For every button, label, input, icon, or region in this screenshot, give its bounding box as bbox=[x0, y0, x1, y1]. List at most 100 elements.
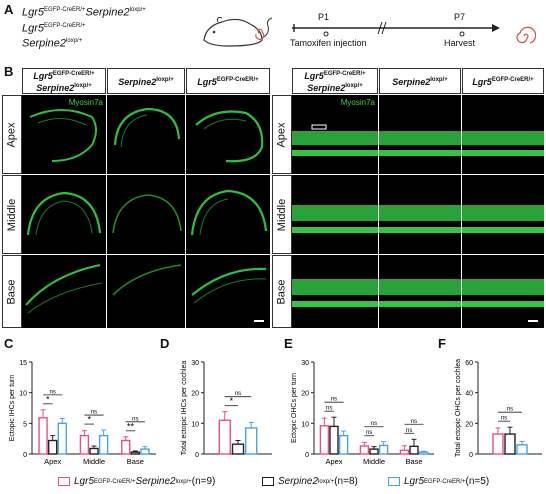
bar bbox=[231, 443, 245, 455]
micrograph-middle-cko bbox=[22, 175, 106, 254]
bar bbox=[57, 422, 67, 455]
genotype-3: Serpine2loxp/+ bbox=[22, 37, 83, 50]
micrograph-base-cko bbox=[22, 255, 106, 328]
bar bbox=[89, 447, 99, 455]
genotype-1: Lgr5EGFP-CreER/+Serpine2loxp/+ bbox=[22, 6, 146, 19]
legend-swatch-blue bbox=[388, 477, 400, 486]
y-tick-label: 10 bbox=[19, 391, 27, 398]
significance-label: ns bbox=[501, 416, 507, 422]
genotype-2: Lgr5EGFP-CreER/+ bbox=[22, 22, 86, 35]
panel-label-a: A bbox=[4, 2, 14, 17]
panel-label-d: D bbox=[160, 336, 170, 351]
y-axis-label: Total ectopic IHCs per cochlea bbox=[181, 361, 188, 456]
significance-label: ns bbox=[91, 410, 97, 416]
micrograph-zoom-apex-lgr5 bbox=[462, 95, 544, 174]
y-tick-label: 30 bbox=[191, 360, 199, 367]
timeline-tamoxifen: Tamoxifen injection bbox=[290, 38, 367, 48]
y-tick-label: 0 bbox=[469, 452, 473, 459]
panel-label-e: E bbox=[284, 336, 293, 351]
panel-label-f: F bbox=[438, 336, 446, 351]
row-label-base-right: Base bbox=[272, 255, 292, 328]
significance-label: ns bbox=[49, 389, 55, 395]
header-col2-left: Serpine2loxp/+ bbox=[107, 68, 185, 94]
significance-label: ns bbox=[235, 391, 241, 397]
x-tick-label: Base bbox=[127, 457, 144, 466]
y-axis-label: Ectopic IHCs per turn bbox=[9, 375, 16, 442]
bar bbox=[319, 425, 330, 455]
row-label-base-left: Base bbox=[2, 255, 22, 328]
mouse-icon bbox=[203, 17, 273, 47]
bar bbox=[378, 444, 389, 455]
panel-a-genotypes: Lgr5EGFP-CreER/+Serpine2loxp/+ Lgr5EGFP-… bbox=[22, 4, 146, 51]
row-label-middle-left: Middle bbox=[2, 175, 22, 254]
y-axis-label: Total ectopic OHCs per cochlea bbox=[455, 359, 462, 457]
significance-label: ns bbox=[371, 421, 377, 427]
y-tick-label: 40 bbox=[465, 391, 473, 398]
x-tick-label: Apex bbox=[325, 457, 342, 466]
panel-label-b: B bbox=[4, 64, 14, 79]
micrograph-zoom-middle-serpine2 bbox=[379, 175, 461, 254]
y-tick-label: 30 bbox=[301, 360, 309, 367]
micrograph-zoom-base-serpine2 bbox=[379, 255, 461, 328]
legend-swatch-black bbox=[262, 477, 274, 486]
timeline bbox=[292, 21, 500, 37]
cochlea-spiral-icon bbox=[516, 26, 536, 44]
x-tick-label: Middle bbox=[363, 457, 385, 466]
header-col1-right: Lgr5EGFP-CreER/+ Serpine2loxp/+ bbox=[292, 68, 378, 94]
legend-item-lgr5: Lgr5 EGFP-CreER/+ (n=5) bbox=[388, 476, 489, 487]
timeline-p1: P1 bbox=[318, 12, 330, 22]
row-label-middle-right: Middle bbox=[272, 175, 292, 254]
y-axis-label: Ectopic OHCs per turn bbox=[291, 373, 298, 443]
x-tick-label: Apex bbox=[44, 457, 61, 466]
micrograph-zoom-base-cko bbox=[292, 255, 378, 328]
bar bbox=[516, 444, 528, 455]
panel-label-c: C bbox=[4, 336, 14, 351]
y-tick-label: 20 bbox=[465, 421, 473, 428]
row-label-apex-left: Apex bbox=[2, 95, 22, 174]
row-label-apex-right: Apex bbox=[272, 95, 292, 174]
bar bbox=[409, 445, 419, 455]
bar bbox=[140, 448, 150, 455]
legend-item-cko: Lgr5 EGFP-CreER/+ Serpine2 loxp/+ (n=9) bbox=[58, 476, 215, 487]
micrograph-base-serpine2 bbox=[107, 255, 185, 328]
scale-bar-zoom bbox=[528, 320, 538, 322]
significance-label: * bbox=[87, 415, 91, 425]
bar bbox=[130, 451, 141, 455]
bar bbox=[329, 425, 339, 455]
timeline-harvest: Harvest bbox=[444, 38, 476, 48]
bar bbox=[121, 439, 131, 455]
bar bbox=[38, 417, 48, 455]
y-tick-label: 20 bbox=[191, 391, 199, 398]
y-tick-label: 5 bbox=[23, 421, 27, 428]
bar bbox=[492, 433, 504, 455]
y-tick-label: 10 bbox=[301, 421, 309, 428]
significance-label: ns bbox=[411, 419, 417, 425]
significance-label: ns bbox=[507, 407, 513, 413]
micrograph-apex-serpine2 bbox=[107, 95, 185, 174]
bar bbox=[504, 433, 516, 455]
significance-label: ns bbox=[366, 430, 372, 436]
significance-label: ** bbox=[127, 421, 135, 431]
x-tick-label: Middle bbox=[83, 457, 105, 466]
significance-label: ns bbox=[331, 397, 337, 403]
significance-label: ns bbox=[406, 428, 412, 434]
y-tick-label: 60 bbox=[465, 360, 473, 367]
timeline-p7: P7 bbox=[454, 12, 466, 22]
micrograph-zoom-apex-serpine2 bbox=[379, 95, 461, 174]
micrograph-middle-serpine2 bbox=[107, 175, 185, 254]
header-col3-left: Lgr5EGFP-CreER/+ bbox=[186, 68, 270, 94]
y-tick-label: 0 bbox=[305, 452, 309, 459]
micrograph-apex-lgr5 bbox=[186, 95, 270, 174]
y-tick-label: 0 bbox=[23, 452, 27, 459]
legend-swatch-pink bbox=[58, 477, 70, 486]
bar bbox=[359, 445, 370, 455]
micrograph-zoom-apex-cko: Myosin7a bbox=[292, 95, 378, 174]
bar bbox=[338, 434, 349, 455]
bar bbox=[244, 427, 258, 455]
y-tick-label: 15 bbox=[19, 360, 27, 367]
y-tick-label: 0 bbox=[195, 452, 199, 459]
significance-label: * bbox=[230, 396, 234, 406]
